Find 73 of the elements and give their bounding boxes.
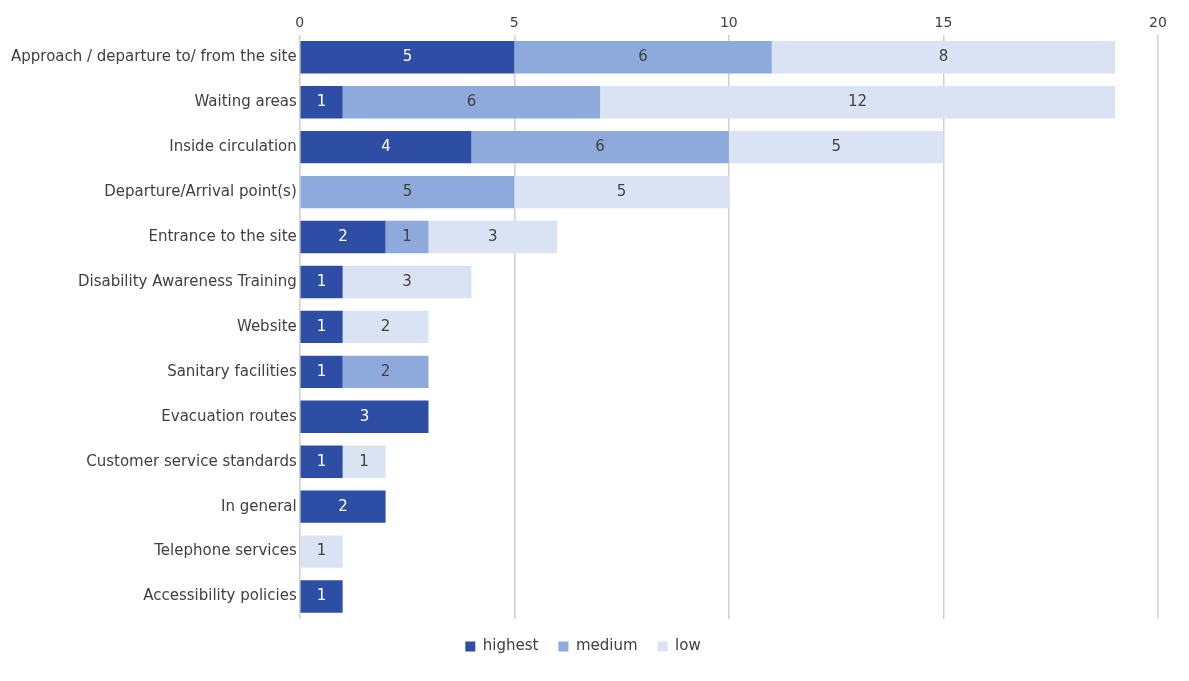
data-label: 5 — [402, 181, 413, 200]
data-label: 1 — [316, 541, 327, 560]
x-tick-label: 20 — [1149, 14, 1167, 31]
y-tick-label: Waiting areas — [194, 92, 297, 111]
bar — [300, 86, 343, 119]
y-tick-label: Sanitary facilities — [167, 361, 297, 380]
bar — [342, 265, 472, 299]
bar — [514, 175, 729, 209]
x-tick-label: 5 — [509, 14, 519, 31]
data-label: 12 — [848, 92, 868, 111]
data-label: 6 — [638, 47, 648, 66]
data-label: 3 — [402, 271, 412, 290]
y-tick-label: Disability Awareness Training — [77, 271, 297, 290]
bar — [342, 445, 386, 478]
bar — [300, 175, 515, 209]
data-label: 5 — [831, 137, 841, 156]
data-label: 5 — [402, 47, 413, 66]
data-label: 3 — [488, 226, 498, 245]
x-tick-label: 0 — [295, 14, 305, 31]
bar — [300, 265, 343, 299]
y-tick-label: Accessibility policies — [143, 586, 297, 605]
data-label: 2 — [380, 316, 391, 335]
data-label: 2 — [338, 496, 348, 515]
bar — [300, 535, 343, 568]
bar — [300, 355, 343, 389]
bar — [600, 86, 1116, 119]
y-tick-label: Telephone services — [153, 541, 297, 560]
y-tick-label: Customer service standards — [86, 451, 297, 470]
bar — [300, 41, 515, 74]
data-label: 6 — [595, 137, 605, 156]
data-label: 1 — [316, 361, 327, 380]
bar — [342, 355, 429, 389]
data-label: 1 — [359, 451, 369, 470]
bar — [342, 310, 429, 344]
bar — [771, 41, 1116, 74]
y-tick-label: Evacuation routes — [161, 406, 297, 425]
bar — [342, 86, 601, 119]
y-tick-label: Entrance to the site — [148, 226, 297, 245]
bar — [300, 400, 429, 433]
data-label: 3 — [359, 406, 370, 425]
bar — [385, 220, 429, 254]
bar — [428, 220, 558, 254]
bar — [300, 580, 343, 613]
bar — [300, 220, 386, 254]
y-tick-label: Website — [236, 316, 297, 335]
data-label: 6 — [466, 92, 477, 111]
legend-label: highest — [482, 636, 539, 655]
data-label: 1 — [316, 586, 327, 605]
bar — [514, 41, 772, 74]
data-label: 2 — [380, 361, 391, 380]
y-tick-label: Inside circulation — [169, 137, 297, 156]
legend-label: medium — [575, 636, 638, 655]
y-tick-label: Approach / departure to/ from the site — [10, 47, 297, 66]
data-label: 5 — [616, 181, 627, 200]
legend-label: low — [675, 636, 701, 655]
y-tick-label: Departure/Arrival point(s) — [104, 181, 297, 200]
data-label: 1 — [316, 271, 327, 290]
data-label: 1 — [316, 451, 327, 470]
bar — [300, 310, 343, 344]
bar — [300, 490, 386, 523]
data-label: 4 — [381, 137, 391, 156]
data-label: 1 — [316, 316, 327, 335]
bar — [300, 130, 472, 164]
data-label: 8 — [938, 47, 949, 66]
x-tick-label: 15 — [934, 14, 953, 31]
x-tick-label: 10 — [719, 14, 738, 31]
data-label: 1 — [402, 226, 412, 245]
data-label: 1 — [316, 92, 327, 111]
y-tick-label: In general — [221, 496, 297, 515]
data-label: 2 — [338, 226, 348, 245]
bar — [471, 130, 729, 164]
bar — [728, 130, 944, 164]
bar — [300, 445, 343, 478]
